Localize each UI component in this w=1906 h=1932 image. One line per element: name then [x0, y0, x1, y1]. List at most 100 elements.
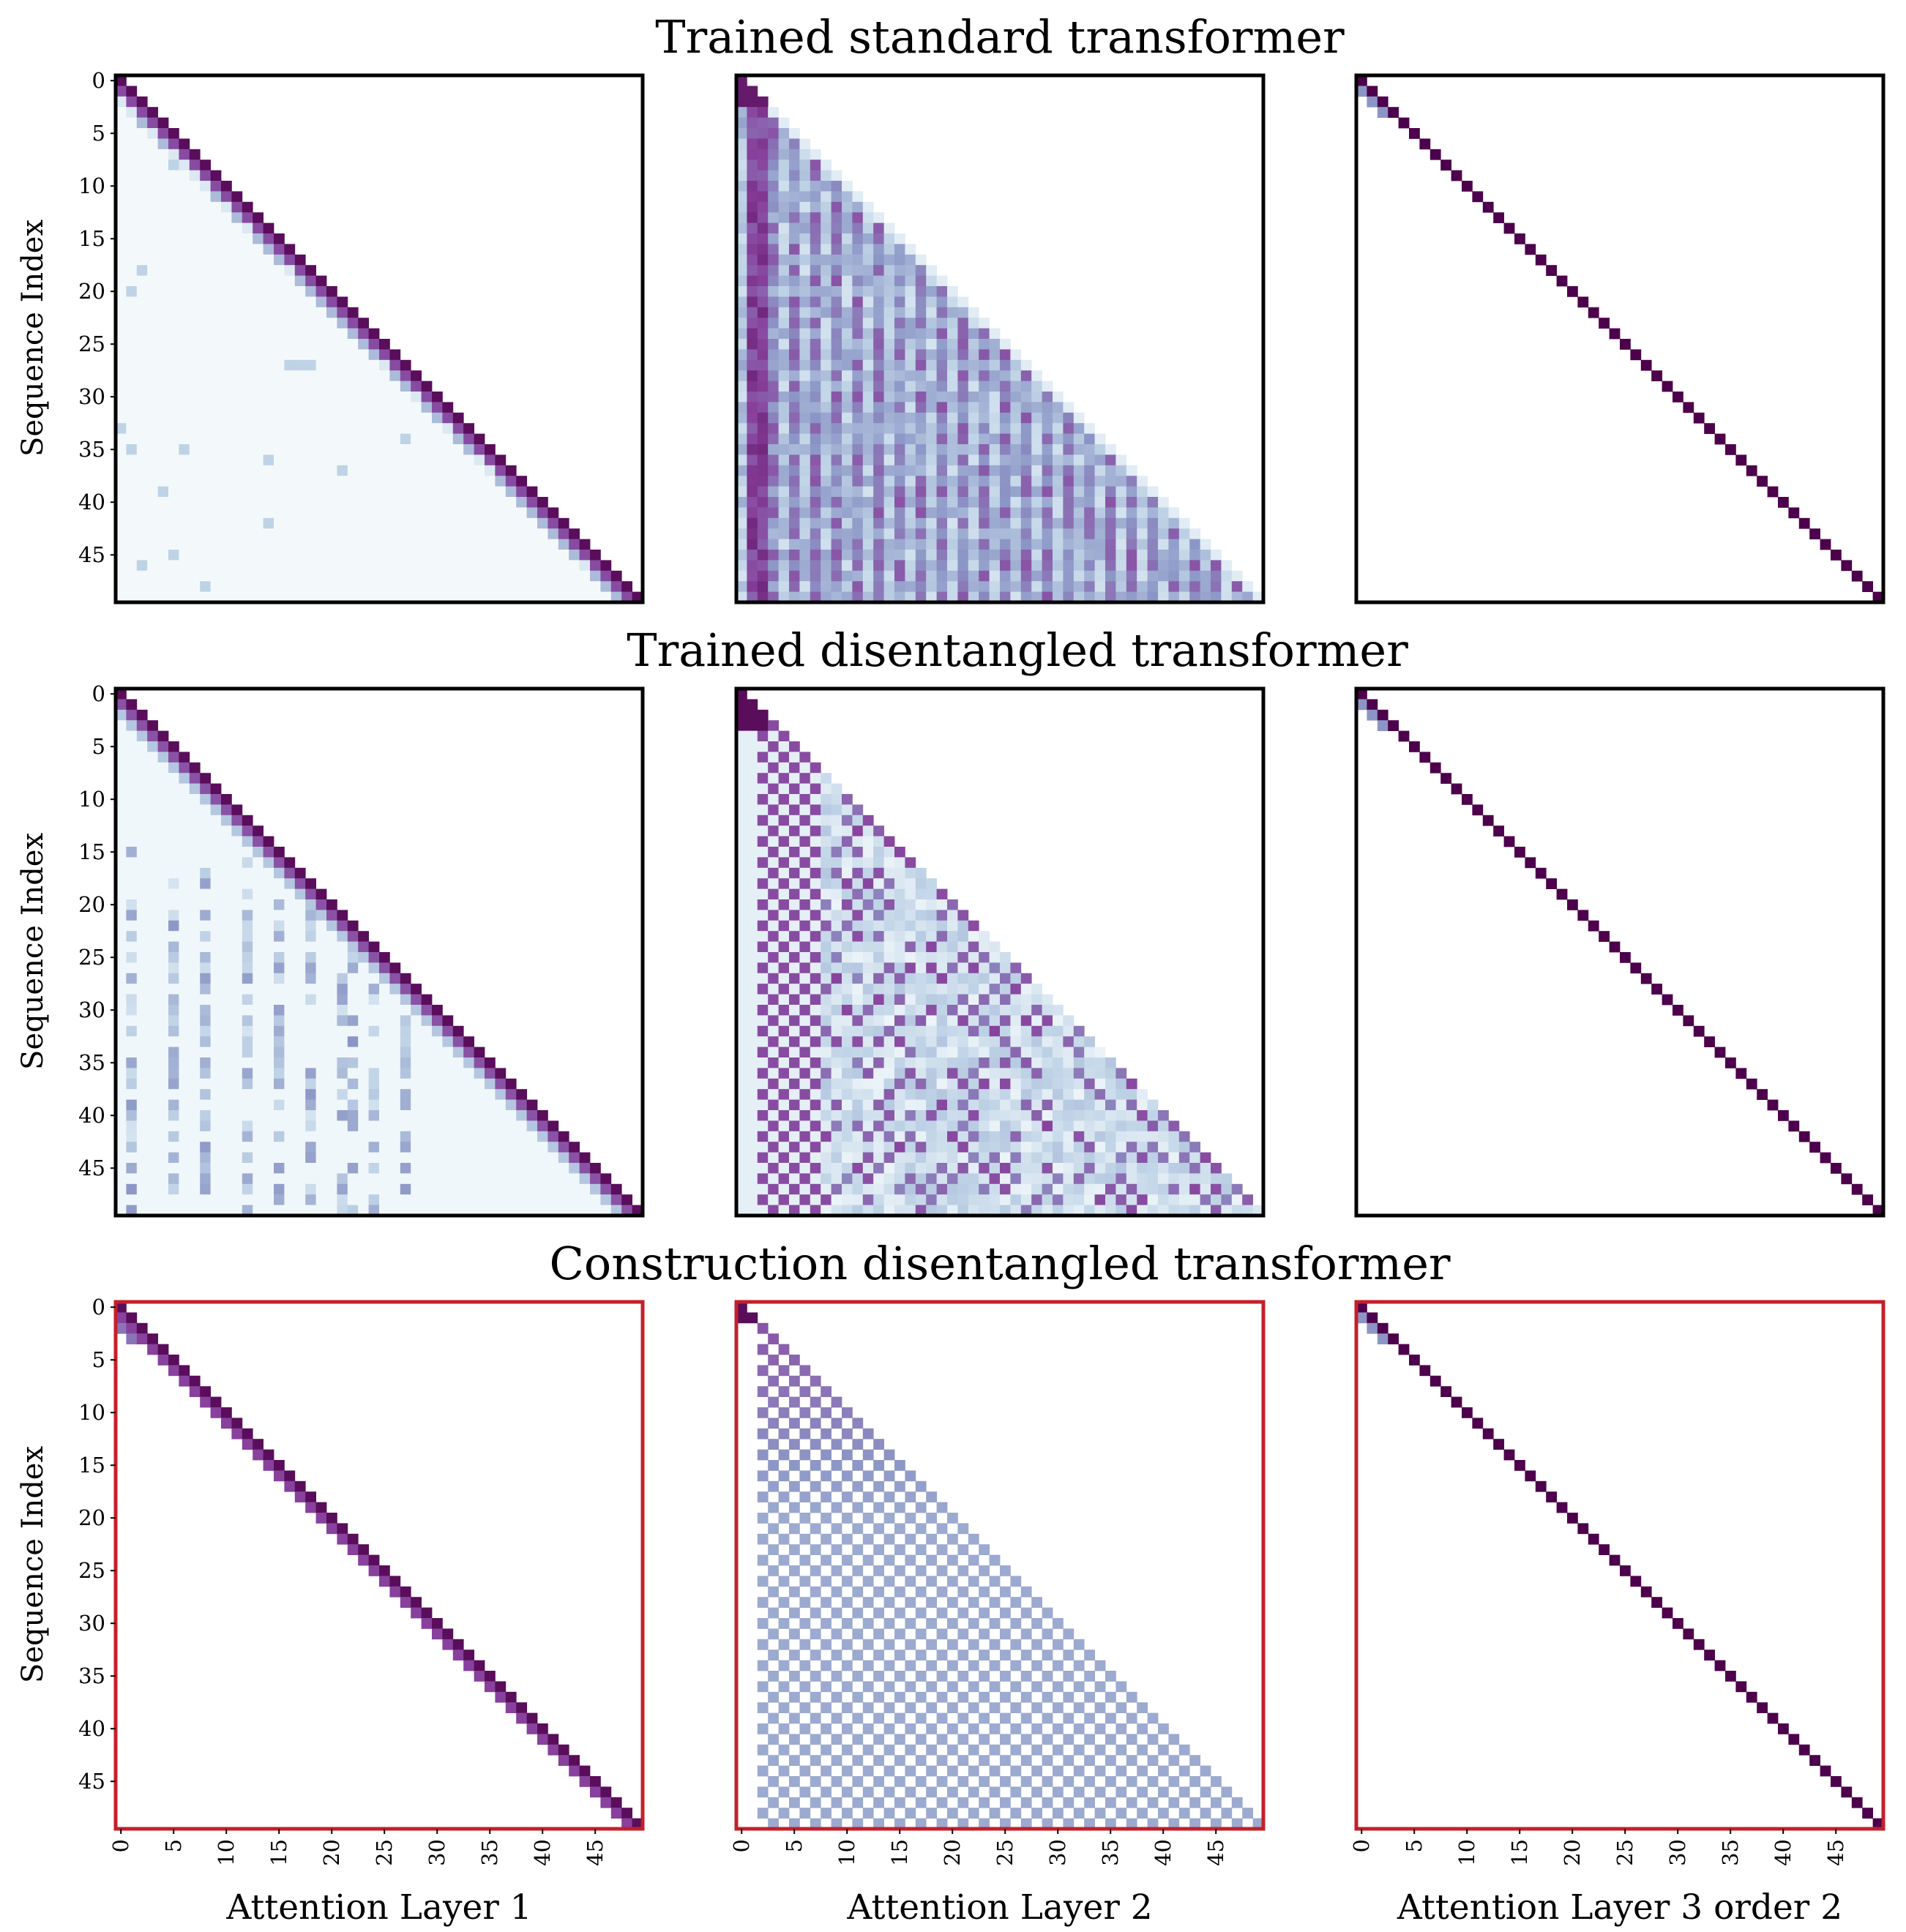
heatmap-cell: [979, 465, 990, 476]
heatmap-cell: [799, 773, 811, 784]
heatmap-cell: [231, 254, 243, 266]
heatmap-cell: [126, 86, 138, 97]
heatmap-cell: [368, 1142, 380, 1153]
heatmap-cell: [210, 402, 222, 413]
heatmap-cell: [136, 212, 148, 223]
heatmap-cell: [747, 1015, 758, 1027]
heatmap-cell: [200, 783, 211, 795]
heatmap-cell: [1063, 486, 1075, 498]
heatmap-cell: [1084, 550, 1095, 561]
heatmap-cell: [242, 233, 253, 244]
heatmap-cell: [1137, 497, 1148, 508]
heatmap-cell: [1147, 486, 1159, 498]
heatmap-cell: [947, 517, 958, 529]
heatmap-cell: [495, 1142, 507, 1153]
heatmap-cell: [474, 1205, 485, 1216]
heatmap-cell: [189, 1078, 201, 1090]
heatmap-cell: [231, 339, 243, 350]
heatmap-cell: [210, 931, 222, 942]
y-axis-labels: Sequence Index Sequence Index Sequence I…: [16, 220, 50, 1684]
heatmap-cell: [326, 497, 337, 508]
heatmap-cell: [947, 931, 958, 942]
heatmap-cell: [358, 328, 369, 340]
heatmap-cell: [1546, 265, 1557, 276]
heatmap-cell: [274, 550, 285, 561]
heatmap-cell: [411, 1099, 422, 1111]
heatmap-cell: [1115, 517, 1127, 529]
heatmap-cell: [968, 349, 979, 361]
heatmap-cell: [263, 454, 274, 466]
heatmap-cell: [810, 517, 821, 529]
heatmap-cell: [821, 1068, 831, 1079]
heatmap-cell: [852, 201, 864, 213]
heatmap-cell: [379, 402, 390, 413]
heatmap-cell: [315, 1015, 327, 1027]
heatmap-cell: [274, 370, 285, 381]
heatmap-cell: [274, 1005, 285, 1016]
heatmap-cell: [474, 1078, 485, 1090]
heatmap-cell: [821, 984, 831, 995]
heatmap-cell: [968, 1046, 979, 1058]
heatmap-cell: [253, 433, 264, 445]
heatmap-cell: [747, 857, 758, 869]
heatmap-cell: [189, 275, 201, 287]
heatmap-cell: [778, 507, 790, 519]
heatmap-cell: [915, 931, 927, 942]
heatmap-cell: [253, 857, 264, 869]
heatmap-cell: [537, 497, 548, 508]
heatmap-cell: [1020, 465, 1032, 476]
heatmap-cell: [1000, 539, 1011, 550]
heatmap-cell: [1053, 1057, 1064, 1068]
heatmap-cell: [810, 920, 821, 932]
heatmap-cell: [337, 941, 348, 953]
heatmap-cell: [747, 423, 758, 434]
heatmap-cell: [979, 444, 990, 455]
heatmap-cell: [368, 433, 380, 445]
heatmap-cell: [736, 888, 747, 900]
heatmap-cell: [389, 1142, 401, 1153]
heatmap-cell: [421, 1046, 433, 1058]
heatmap-cell: [1020, 550, 1032, 561]
heatmap-cell: [157, 888, 169, 900]
heatmap-cell: [852, 349, 864, 361]
heatmap-cell: [957, 1120, 969, 1132]
heatmap-cell: [831, 286, 842, 297]
heatmap-cell: [358, 454, 369, 466]
heatmap-cell: [305, 318, 316, 329]
heatmap-cell: [936, 1120, 948, 1132]
heatmap-cell: [274, 920, 285, 932]
heatmap-cell: [747, 1078, 758, 1090]
heatmap-cell: [883, 486, 895, 498]
heatmap-cell: [905, 920, 916, 932]
heatmap-cell: [210, 1194, 222, 1205]
heatmap-cell: [810, 149, 821, 160]
heatmap-cell: [1115, 497, 1127, 508]
heatmap-cell: [1200, 560, 1211, 572]
heatmap-cell: [116, 507, 127, 519]
heatmap-cell: [862, 1057, 874, 1068]
heatmap-cell: [1168, 517, 1180, 529]
heatmap-cell: [852, 1025, 864, 1037]
heatmap-cell: [263, 1005, 274, 1016]
heatmap-cell: [894, 359, 905, 371]
heatmap-cell: [936, 286, 948, 297]
heatmap-cell: [116, 359, 127, 371]
heatmap-cell: [221, 984, 232, 995]
heatmap-cell: [936, 1068, 948, 1079]
heatmap-cell: [810, 560, 821, 572]
heatmap-cell: [516, 1163, 527, 1174]
heatmap-cell: [852, 857, 864, 869]
heatmap-cell: [842, 1068, 853, 1079]
heatmap-cell: [347, 1183, 359, 1195]
heatmap-cell: [284, 581, 296, 592]
heatmap-cell: [157, 581, 169, 592]
heatmap-cell: [210, 920, 222, 932]
heatmap-cell: [873, 339, 884, 350]
heatmap-cell: [347, 1131, 359, 1142]
heatmap-cell: [157, 1046, 169, 1058]
heatmap-cell: [821, 867, 831, 879]
heatmap-cell: [147, 1142, 158, 1153]
heatmap-cell: [274, 1015, 285, 1027]
heatmap-cell: [253, 254, 264, 266]
heatmap-cell: [936, 517, 948, 529]
